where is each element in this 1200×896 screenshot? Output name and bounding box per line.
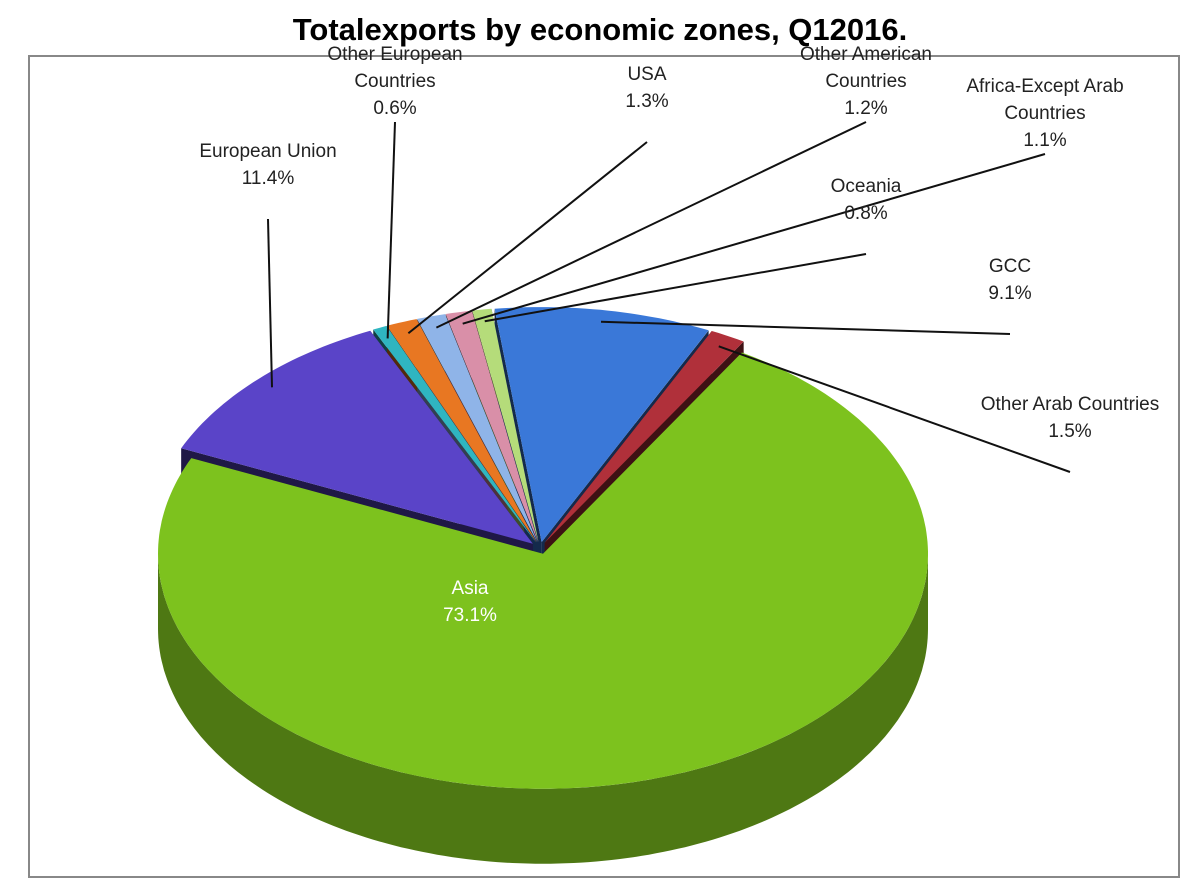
- data-label: Other Arab Countries 1.5%: [970, 391, 1170, 445]
- data-label: Asia 73.1%: [370, 575, 570, 629]
- slice: [494, 307, 709, 543]
- value-label: 11.4%: [241, 168, 295, 189]
- category-label: Other Arab Countries: [980, 394, 1160, 415]
- slice: [158, 352, 928, 789]
- leader-line: [484, 253, 867, 323]
- data-label: Other American Countries 1.2%: [766, 41, 966, 122]
- category-label: Oceania: [830, 176, 902, 197]
- value-label: 1.1%: [1023, 130, 1067, 151]
- data-label: Other European Countries 0.6%: [295, 41, 495, 122]
- category-label: Other American Countries: [800, 44, 932, 92]
- leader-line: [718, 345, 1071, 473]
- value-label: 0.8%: [844, 203, 888, 224]
- value-label: 1.5%: [1048, 421, 1092, 442]
- slice: [387, 319, 537, 543]
- value-label: 1.3%: [625, 91, 669, 112]
- slice: [472, 308, 539, 543]
- category-label: USA: [627, 64, 667, 85]
- category-label: European Union: [199, 141, 337, 162]
- value-label: 0.6%: [373, 98, 417, 119]
- slice: [181, 330, 533, 544]
- leader-line: [267, 218, 273, 388]
- category-label: Other European Countries: [327, 44, 463, 92]
- leader-line: [407, 141, 648, 335]
- slice: [373, 325, 536, 543]
- slice: [544, 331, 744, 543]
- data-label: Africa-Except Arab Countries 1.1%: [945, 73, 1145, 154]
- value-label: 9.1%: [988, 283, 1032, 304]
- chart-frame: [28, 55, 1180, 878]
- pie-tops: [158, 307, 928, 789]
- value-label: 73.1%: [443, 605, 497, 626]
- category-label: GCC: [988, 256, 1032, 277]
- leader-line: [462, 153, 1046, 325]
- leader-line: [435, 121, 867, 329]
- data-label: European Union 11.4%: [168, 138, 368, 192]
- chart-title: Totalexports by economic zones, Q12016.: [292, 12, 908, 47]
- value-label: 1.2%: [844, 98, 888, 119]
- category-label: Asia: [451, 578, 489, 599]
- data-label: USA 1.3%: [547, 61, 747, 115]
- slice: [445, 310, 538, 543]
- slice-side: [158, 553, 928, 864]
- category-label: Africa-Except Arab Countries: [966, 76, 1124, 124]
- leader-line: [600, 320, 1011, 335]
- leader-line: [386, 121, 396, 339]
- data-label: GCC 9.1%: [910, 253, 1110, 307]
- data-label: Oceania 0.8%: [766, 173, 966, 227]
- slice: [417, 314, 538, 543]
